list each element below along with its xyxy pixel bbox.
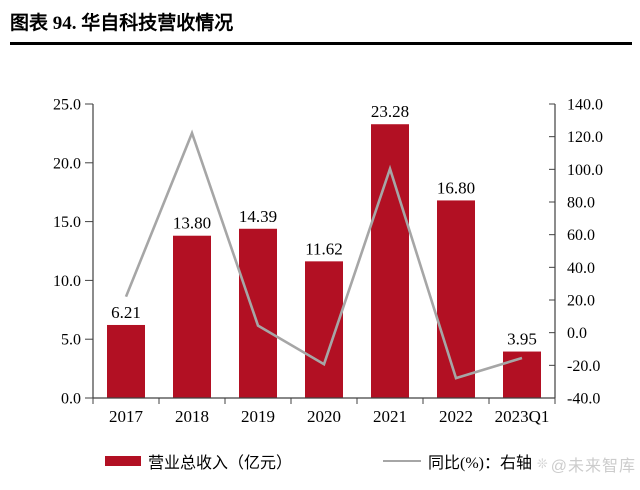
bar-legend-label: 营业总收入（亿元） — [148, 455, 293, 472]
legend-item-yoy: 同比(%)：右轴 — [383, 449, 532, 473]
bar-legend-swatch — [105, 456, 141, 466]
bar-value-label: 11.62 — [305, 239, 343, 258]
title-underline-divider — [10, 42, 632, 45]
left-axis-tick-label: 15.0 — [53, 214, 81, 231]
right-axis-tick-label: 100.0 — [567, 162, 603, 179]
bar-value-label: 3.95 — [507, 330, 537, 349]
right-axis-tick-label: 60.0 — [567, 227, 595, 244]
left-axis-tick-label: 20.0 — [53, 155, 81, 172]
left-axis-tick-label: 5.0 — [61, 332, 81, 349]
x-axis-category-label: 2019 — [241, 407, 275, 426]
x-axis-category-label: 2023Q1 — [495, 407, 550, 426]
right-axis-tick-label: 20.0 — [567, 293, 595, 310]
x-axis-category-label: 2017 — [109, 407, 144, 426]
bar-value-label: 16.80 — [437, 178, 475, 197]
x-axis-category-label: 2020 — [307, 407, 341, 426]
left-axis-tick-label: 0.0 — [61, 391, 81, 408]
revenue-bar — [239, 228, 277, 398]
right-axis-tick-label: 120.0 — [567, 129, 603, 146]
right-axis-tick-label: 140.0 — [567, 97, 603, 114]
line-legend-swatch — [383, 459, 421, 463]
right-axis-tick-label: 0.0 — [567, 325, 587, 342]
revenue-bar — [305, 261, 343, 398]
revenue-chart: 0.0 5.0 10.0 15.0 20.0 25.0 -40.0 -20.0 0.0 20.0 4… — [0, 50, 640, 435]
bar-value-label: 14.39 — [239, 207, 277, 226]
revenue-bar — [107, 324, 145, 398]
bar-value-label: 6.21 — [111, 303, 141, 322]
yoy-trend-line — [124, 129, 523, 380]
right-axis-tick-label: -20.0 — [567, 358, 600, 375]
revenue-bar — [173, 235, 211, 398]
figure-title: 图表 94. 华自科技营收情况 — [10, 13, 234, 34]
watermark-text: @未来智库 — [550, 458, 636, 475]
watermark: ❊ @未来智库 — [537, 452, 636, 476]
legend-item-revenue: 营业总收入（亿元） — [105, 449, 292, 473]
x-axis-category-label: 2018 — [175, 407, 209, 426]
right-axis-tick-label: 80.0 — [567, 195, 595, 212]
line-legend-label: 同比(%)：右轴 — [428, 455, 532, 472]
x-axis-category-label: 2021 — [373, 407, 407, 426]
left-axis-tick-label: 25.0 — [53, 97, 81, 114]
revenue-bar — [437, 200, 475, 398]
right-axis-tick-label: -40.0 — [567, 391, 600, 408]
right-axis-tick-label: 40.0 — [567, 260, 595, 277]
bar-value-label: 13.80 — [173, 214, 211, 233]
left-axis-tick-label: 10.0 — [53, 273, 81, 290]
bar-value-label: 23.28 — [371, 102, 409, 121]
weilai-zhiku-logo-icon: ❊ — [536, 456, 549, 471]
revenue-chart-svg: 0.0 5.0 10.0 15.0 20.0 25.0 -40.0 -20.0 0.0 20.0 4… — [53, 97, 603, 427]
x-axis-category-label: 2022 — [439, 407, 473, 426]
